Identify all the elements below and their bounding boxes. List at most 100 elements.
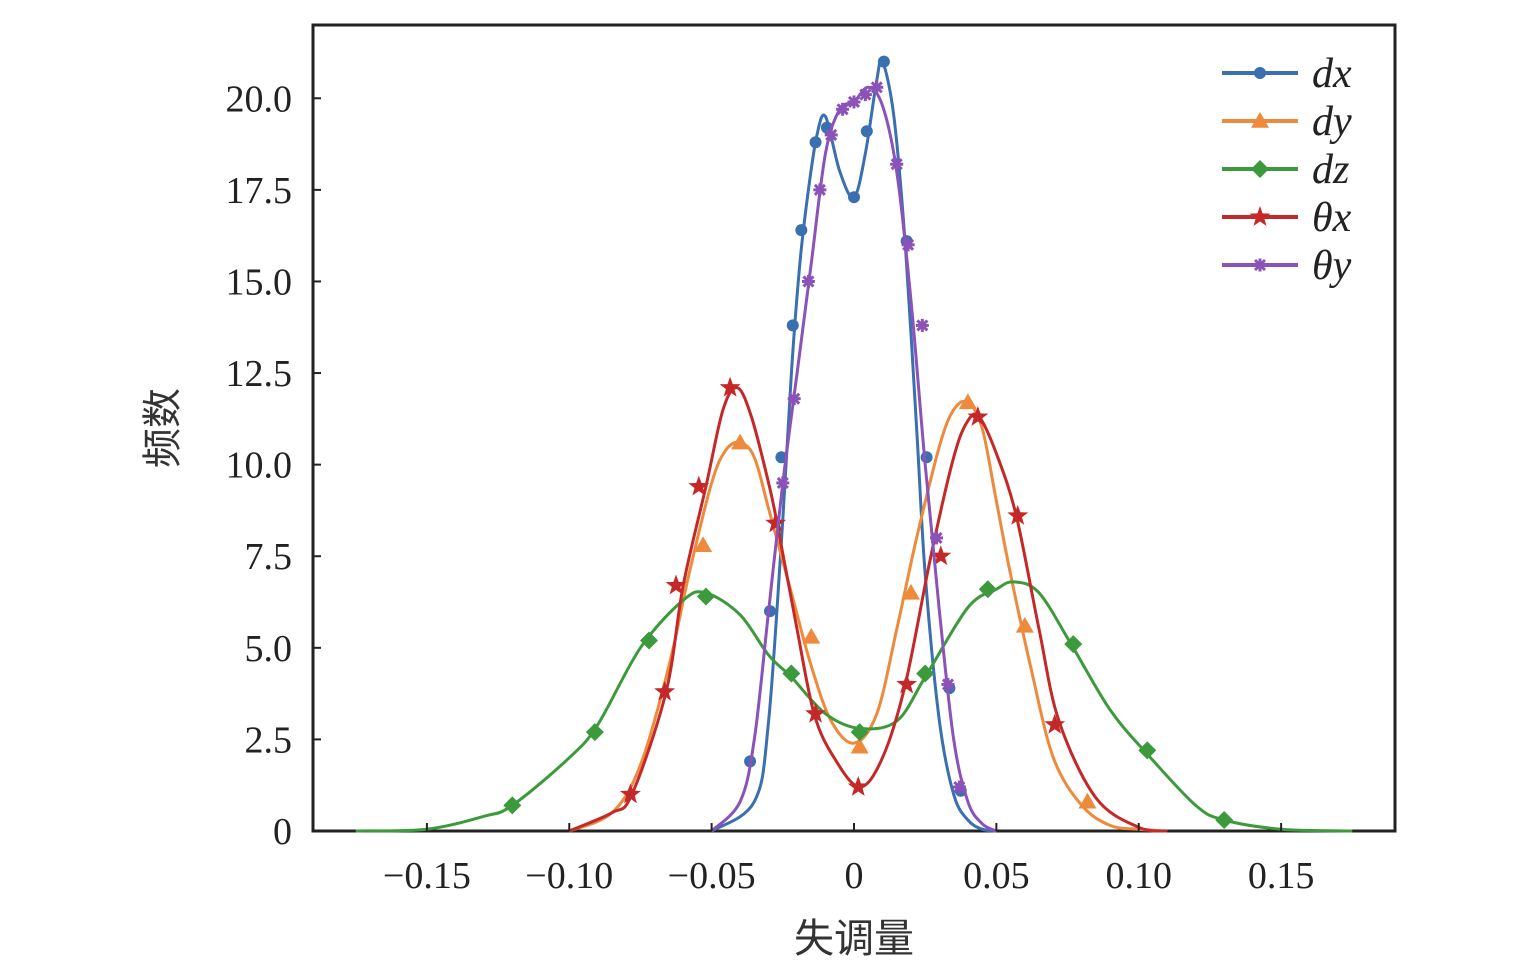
data-point xyxy=(930,531,944,545)
data-point xyxy=(1215,811,1234,830)
data-point xyxy=(805,702,826,723)
y-tick-label: 15.0 xyxy=(226,261,293,303)
y-tick-label: 7.5 xyxy=(245,536,293,578)
data-point xyxy=(952,780,966,794)
data-point xyxy=(941,677,955,691)
y-tick-label: 5.0 xyxy=(245,628,293,670)
data-point xyxy=(836,102,850,116)
data-point xyxy=(858,88,872,102)
x-axis: −0.15 −0.10 −0.05 0 0.05 0.10 0.15 xyxy=(383,823,1314,897)
data-point xyxy=(654,680,676,701)
data-point xyxy=(809,136,822,149)
series-2 xyxy=(355,580,1353,833)
data-point xyxy=(782,664,801,683)
x-tick-label: 0.15 xyxy=(1248,855,1315,897)
data-point xyxy=(850,737,869,754)
data-point xyxy=(765,512,787,533)
data-point xyxy=(850,723,869,742)
y-tick-label: 2.5 xyxy=(245,719,293,761)
data-point xyxy=(890,157,904,171)
data-point xyxy=(967,406,989,426)
data-point xyxy=(915,318,929,332)
legend-item: dx xyxy=(1222,51,1352,97)
data-point xyxy=(801,274,815,288)
data-point xyxy=(639,631,658,650)
y-tick-label: 17.5 xyxy=(226,170,293,212)
legend-marker xyxy=(1251,112,1269,128)
x-tick-label: −0.15 xyxy=(383,855,471,897)
x-tick-label: −0.10 xyxy=(525,855,613,897)
legend-marker xyxy=(1251,160,1269,178)
x-tick-label: 0 xyxy=(845,855,864,897)
x-tick-label: 0.10 xyxy=(1105,855,1172,897)
data-point xyxy=(802,627,821,644)
legend-label: dz xyxy=(1312,147,1349,193)
legend-item: dy xyxy=(1222,99,1352,145)
legend-label: dy xyxy=(1312,99,1352,145)
data-point xyxy=(870,80,884,94)
data-point xyxy=(731,433,750,450)
data-point xyxy=(795,224,808,237)
y-axis: 0 2.5 5.0 7.5 10.0 12.5 15.0 17.5 20.0 xyxy=(226,78,321,853)
data-point xyxy=(813,183,827,197)
data-point xyxy=(665,574,687,595)
series-line xyxy=(710,58,997,833)
series-line xyxy=(568,386,1168,833)
data-point xyxy=(620,783,641,804)
legend-label: θx xyxy=(1312,195,1352,241)
data-point xyxy=(847,95,861,109)
data-point xyxy=(696,587,715,606)
x-axis-title: 失调量 xyxy=(794,916,914,962)
data-point xyxy=(1064,635,1083,654)
series-line xyxy=(568,399,1168,833)
data-point xyxy=(901,238,915,252)
data-point xyxy=(860,125,873,138)
data-point xyxy=(958,393,977,410)
y-tick-label: 20.0 xyxy=(226,78,293,120)
plot-frame xyxy=(311,23,1397,833)
data-point xyxy=(1078,792,1097,809)
data-point xyxy=(978,580,997,599)
legend-label: dx xyxy=(1312,51,1352,97)
data-point xyxy=(786,319,799,332)
x-tick-label: −0.05 xyxy=(668,855,756,897)
series-4 xyxy=(710,80,998,833)
data-point xyxy=(503,796,522,815)
data-point xyxy=(877,55,890,68)
data-point xyxy=(930,545,952,566)
series-3 xyxy=(568,376,1168,833)
data-point xyxy=(585,723,604,742)
y-axis-title: 频数 xyxy=(140,388,186,468)
data-point xyxy=(787,392,801,406)
legend-marker xyxy=(1254,67,1266,79)
legend-marker xyxy=(1253,258,1267,272)
legend-marker xyxy=(1249,206,1271,226)
series-1 xyxy=(568,393,1168,833)
data-point xyxy=(1138,741,1157,760)
data-point xyxy=(848,191,860,204)
data-point xyxy=(1015,616,1034,633)
x-tick-label: 0.05 xyxy=(963,855,1030,897)
y-tick-label: 10.0 xyxy=(226,445,293,487)
data-point xyxy=(688,475,710,496)
data-point xyxy=(916,664,935,683)
data-point xyxy=(901,583,920,600)
data-point xyxy=(1007,504,1029,525)
data-point xyxy=(847,776,869,796)
legend-item: dz xyxy=(1222,147,1349,193)
legend-item: θx xyxy=(1222,195,1352,241)
data-point xyxy=(824,128,838,142)
data-point xyxy=(1044,713,1066,734)
series-layer xyxy=(355,55,1353,833)
y-tick-label: 12.5 xyxy=(226,353,293,395)
data-point xyxy=(896,673,918,694)
legend-item: θy xyxy=(1222,243,1352,289)
data-point xyxy=(776,476,790,490)
legend-label: θy xyxy=(1312,243,1352,289)
data-point xyxy=(920,451,933,464)
data-point xyxy=(694,536,713,552)
data-point xyxy=(719,376,741,397)
y-tick-label: 0 xyxy=(273,811,292,853)
